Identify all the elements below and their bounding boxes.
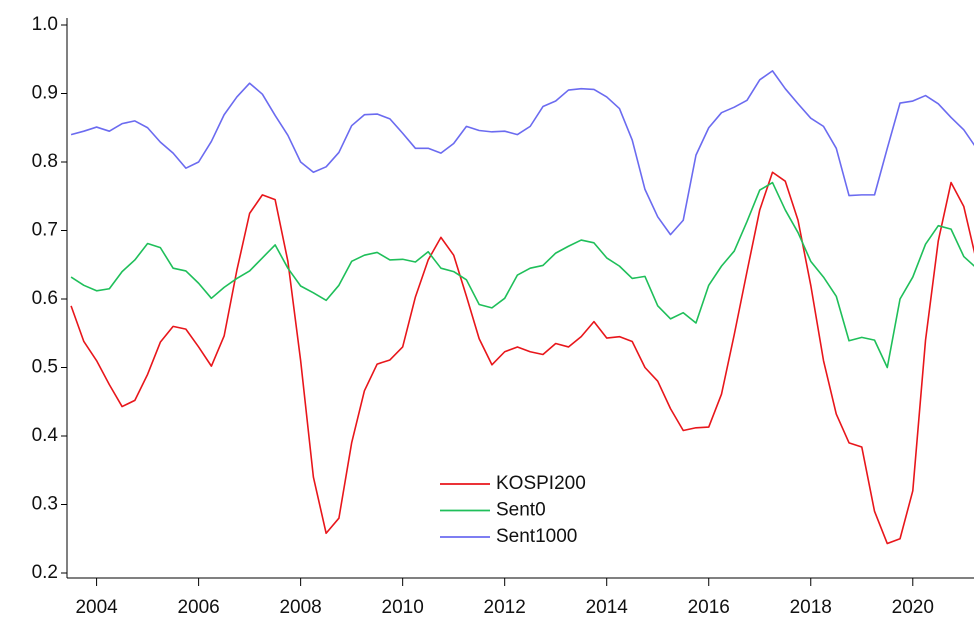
x-tick-label: 2008 — [279, 597, 321, 618]
y-tick-label: 0.4 — [32, 425, 59, 446]
x-tick-label: 2016 — [688, 597, 730, 618]
y-tick-label: 0.7 — [32, 220, 58, 241]
legend-label: Sent1000 — [496, 526, 577, 547]
x-tick-label: 2018 — [790, 597, 832, 618]
x-tick-label: 2010 — [382, 597, 424, 618]
legend-label: Sent0 — [496, 500, 546, 521]
y-tick-label: 0.3 — [32, 494, 58, 515]
data-line — [70, 70, 974, 236]
y-tick-label: 0.6 — [32, 288, 58, 309]
x-tick-label: 2012 — [484, 597, 526, 618]
x-tick-label: 2004 — [75, 597, 118, 618]
y-tick-label: 0.2 — [32, 562, 58, 583]
y-tick-label: 0.5 — [32, 357, 58, 378]
x-tick-label: 2014 — [586, 597, 629, 618]
x-tick-label: 2006 — [177, 597, 219, 618]
data-line — [70, 171, 974, 545]
legend-label: KOSPI200 — [496, 473, 586, 494]
y-tick-label: 1.0 — [32, 14, 58, 35]
data-line — [70, 181, 974, 369]
y-tick-label: 0.8 — [32, 151, 58, 172]
y-tick-label: 0.9 — [32, 83, 58, 104]
x-tick-label: 2020 — [892, 597, 934, 618]
plot-area — [70, 70, 974, 545]
